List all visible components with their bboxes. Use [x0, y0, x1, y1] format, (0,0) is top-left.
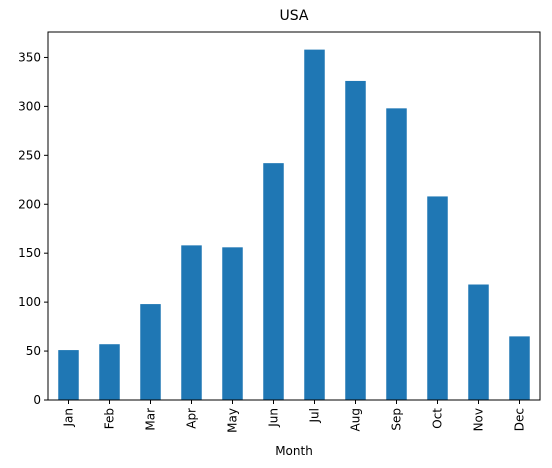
- y-tick-label: 300: [18, 99, 41, 113]
- y-tick-label: 150: [18, 246, 41, 260]
- bar-apr: [181, 245, 202, 400]
- bar-feb: [99, 344, 120, 400]
- y-axis: 0 50 100 150 200 250 300 350: [18, 50, 48, 407]
- y-tick-label: 350: [18, 50, 41, 64]
- x-tick-label: Apr: [185, 408, 199, 429]
- x-tick-label: Mar: [144, 408, 158, 431]
- x-axis-label: Month: [275, 444, 313, 458]
- y-tick-label: 0: [33, 393, 41, 407]
- x-tick-label: Jan: [62, 408, 76, 428]
- bar-jun: [263, 163, 284, 400]
- bar-jan: [58, 350, 79, 400]
- bars-group: [58, 49, 530, 401]
- x-tick-label: Dec: [513, 408, 527, 431]
- bar-nov: [468, 284, 489, 400]
- plot-frame: [47, 31, 541, 401]
- bar-sep: [386, 108, 407, 400]
- bar-oct: [427, 196, 448, 400]
- y-tick-label: 100: [18, 295, 41, 309]
- x-tick-label: Jul: [308, 408, 322, 423]
- x-axis: Jan Feb Mar Apr May Jun Jul Aug Sep Oct Nov Dec: [62, 400, 527, 433]
- chart-title: USA: [280, 8, 309, 24]
- x-tick-label: Jun: [267, 408, 281, 428]
- x-tick-label: Nov: [472, 408, 486, 431]
- bar-mar: [140, 304, 161, 400]
- y-tick-label: 50: [26, 344, 41, 358]
- x-tick-label: May: [226, 408, 240, 433]
- x-tick-label: Feb: [103, 408, 117, 429]
- bar-may: [222, 247, 243, 400]
- bar-dec: [509, 336, 530, 400]
- bar-aug: [345, 80, 366, 400]
- x-tick-label: Aug: [349, 408, 363, 431]
- x-tick-label: Sep: [390, 408, 404, 431]
- y-tick-label: 200: [18, 197, 41, 211]
- x-tick-label: Oct: [431, 408, 445, 429]
- y-tick-label: 250: [18, 148, 41, 162]
- bar-jul: [304, 49, 325, 401]
